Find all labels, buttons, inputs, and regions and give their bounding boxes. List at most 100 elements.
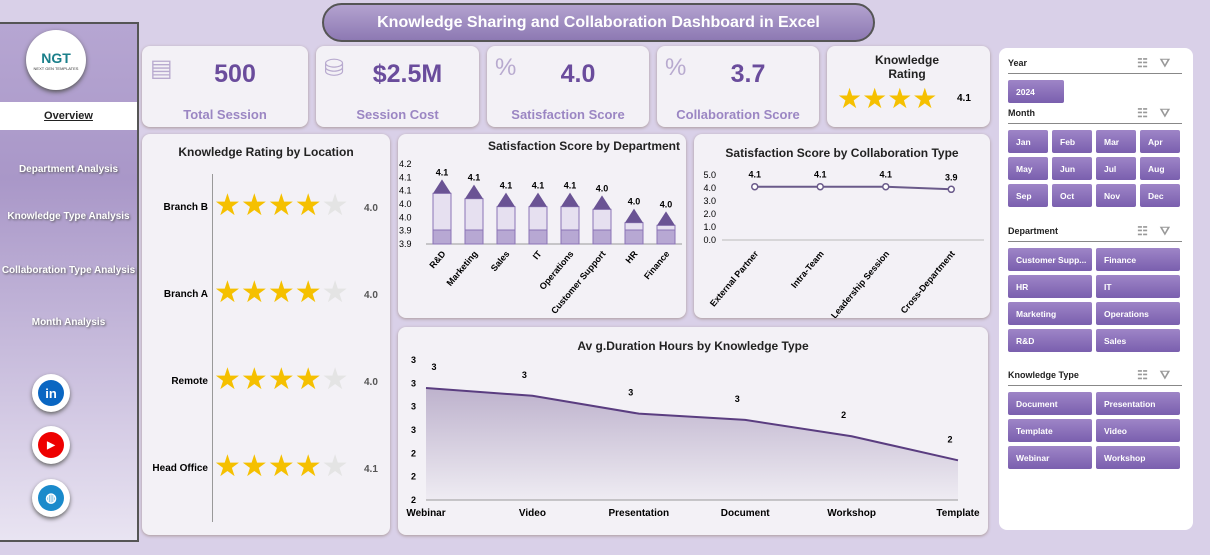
y-tick-label: 4.0 — [399, 199, 412, 209]
nav-knowledge-type-analysis[interactable]: Knowledge Type Analysis — [7, 211, 130, 222]
month-slicer-item[interactable]: Feb — [1052, 130, 1092, 153]
pencil-eraser — [496, 229, 516, 245]
department-slicer-item[interactable]: Marketing — [1008, 302, 1092, 325]
data-label: 3 — [431, 362, 436, 372]
y-tick-label: 3.9 — [399, 226, 412, 236]
clear-filter-icon[interactable]: ⛛ — [1159, 368, 1182, 382]
linkedin-button[interactable]: in — [32, 374, 70, 412]
x-tick-label: Sales — [489, 249, 512, 273]
x-tick-label: Customer Support — [549, 249, 607, 316]
nav-collaboration-type-analysis[interactable]: Collaboration Type Analysis — [1, 265, 136, 276]
y-tick-label: 3.9 — [399, 239, 412, 249]
x-tick-label: Intra-Team — [789, 249, 826, 290]
month-slicer-item[interactable]: Mar — [1096, 130, 1136, 153]
location-label: Branch A — [163, 289, 208, 300]
y-tick-label: 4.0 — [703, 183, 716, 193]
data-label: 3 — [628, 388, 633, 398]
department-slicer-item[interactable]: Finance — [1096, 248, 1180, 271]
youtube-icon: ▶ — [38, 432, 64, 458]
location-label: Branch B — [163, 202, 208, 213]
department-slicer-item[interactable]: Operations — [1096, 302, 1180, 325]
month-slicer-item[interactable]: Jan — [1008, 130, 1048, 153]
knowledge-type-slicer-item[interactable]: Template — [1008, 419, 1092, 442]
year-slicer-item[interactable]: 2024 — [1008, 80, 1064, 103]
data-label: 4.1 — [500, 181, 513, 191]
month-slicer-item[interactable]: Dec — [1140, 184, 1180, 207]
x-tick-label: IT — [531, 248, 544, 261]
month-slicer-item[interactable]: Sep — [1008, 184, 1048, 207]
nav-department-analysis[interactable]: Department Analysis — [18, 164, 119, 175]
data-label: 2 — [841, 410, 846, 420]
multi-select-icon[interactable]: ☷ — [1137, 224, 1160, 238]
knowledge-type-slicer-item[interactable]: Document — [1008, 392, 1092, 415]
data-label: 4.0 — [364, 377, 378, 388]
star-icon: ★ — [240, 189, 268, 222]
department-pencil-chart: 4.2 4.1 4.1 4.0 4.0 3.9 3.9 4.1 R&D 4.1 Marketing 4… — [399, 159, 682, 316]
data-label: 3.9 — [945, 172, 958, 182]
data-label: 2 — [947, 434, 952, 444]
pencil-tip — [465, 184, 483, 199]
y-tick-label: 2.0 — [703, 209, 716, 219]
star-icon: ★ — [294, 276, 322, 309]
department-slicer-item[interactable]: R&D — [1008, 329, 1092, 352]
month-slicer-item[interactable]: May — [1008, 157, 1048, 180]
y-tick-label: 3 — [411, 355, 416, 365]
star-icon: ★ — [321, 363, 349, 396]
slicer-panel: Year ☷⛛ 2024 Month ☷⛛ Jan Feb Mar Apr May Jun Jul Au… — [999, 48, 1193, 530]
pencil-eraser — [432, 229, 452, 245]
month-slicer-item[interactable]: Jun — [1052, 157, 1092, 180]
clear-filter-icon[interactable]: ⛛ — [1159, 106, 1182, 120]
x-tick-label: Document — [721, 508, 771, 519]
sidebar: NGT NEXT GEN TEMPLATES Overview Departmen… — [0, 22, 139, 542]
multi-select-icon[interactable]: ☷ — [1137, 368, 1160, 382]
month-slicer-item[interactable]: Nov — [1096, 184, 1136, 207]
location-label: Head Office — [152, 463, 208, 474]
department-slicer-item[interactable]: Sales — [1096, 329, 1180, 352]
month-slicer-item[interactable]: Oct — [1052, 184, 1092, 207]
linkedin-icon: in — [38, 380, 64, 406]
star-icon: ★ — [240, 450, 268, 483]
knowledge-type-slicer-item[interactable]: Presentation — [1096, 392, 1180, 415]
percent-icon: % — [495, 54, 517, 81]
department-slicer-item[interactable]: IT — [1096, 275, 1180, 298]
y-tick-label: 2 — [411, 472, 416, 482]
pencil-eraser — [592, 229, 612, 245]
star-icon: ★ — [214, 189, 241, 222]
data-label: 4.0 — [628, 197, 641, 207]
star-icon: ★ — [294, 450, 322, 483]
nav-overview[interactable]: Overview — [0, 102, 137, 130]
data-point — [947, 185, 955, 194]
kpi-total-session: ▤ 500 Total Session — [142, 46, 308, 127]
pencil-tip — [561, 192, 579, 207]
youtube-button[interactable]: ▶ — [32, 426, 70, 464]
x-tick-label: R&D — [427, 248, 448, 270]
nav-month-analysis[interactable]: Month Analysis — [31, 317, 106, 328]
month-slicer-item[interactable]: Jul — [1096, 157, 1136, 180]
knowledge-type-slicer-item[interactable]: Workshop — [1096, 446, 1180, 469]
pencil-tip — [433, 179, 451, 194]
knowledge-type-slicer-item[interactable]: Webinar — [1008, 446, 1092, 469]
x-tick-label: Template — [936, 508, 980, 519]
data-label: 4.1 — [564, 181, 577, 191]
department-slicer-item[interactable]: Customer Supp... — [1008, 248, 1092, 271]
y-axis — [212, 174, 213, 522]
y-tick-label: 3 — [411, 425, 416, 435]
department-slicer-item[interactable]: HR — [1008, 275, 1092, 298]
star-icon: ★ — [267, 363, 295, 396]
star-icon: ★ — [240, 363, 268, 396]
clear-filter-icon[interactable]: ⛛ — [1159, 224, 1182, 238]
month-slicer-item[interactable]: Apr — [1140, 130, 1180, 153]
clear-filter-icon[interactable]: ⛛ — [1159, 56, 1182, 70]
website-button[interactable]: ◍ — [32, 479, 70, 517]
data-label: 4.1 — [879, 170, 892, 180]
star-icon: ★ — [267, 189, 295, 222]
data-label: 4.1 — [436, 167, 449, 177]
month-slicer-item[interactable]: Aug — [1140, 157, 1180, 180]
multi-select-icon[interactable]: ☷ — [1137, 56, 1160, 70]
data-label: 4.0 — [364, 290, 378, 301]
month-slicer-header: Month ☷⛛ — [1008, 106, 1182, 124]
knowledge-type-slicer-item[interactable]: Video — [1096, 419, 1180, 442]
x-tick-label: Presentation — [609, 508, 670, 519]
multi-select-icon[interactable]: ☷ — [1137, 106, 1160, 120]
coins-icon: ⛁ — [324, 55, 345, 82]
